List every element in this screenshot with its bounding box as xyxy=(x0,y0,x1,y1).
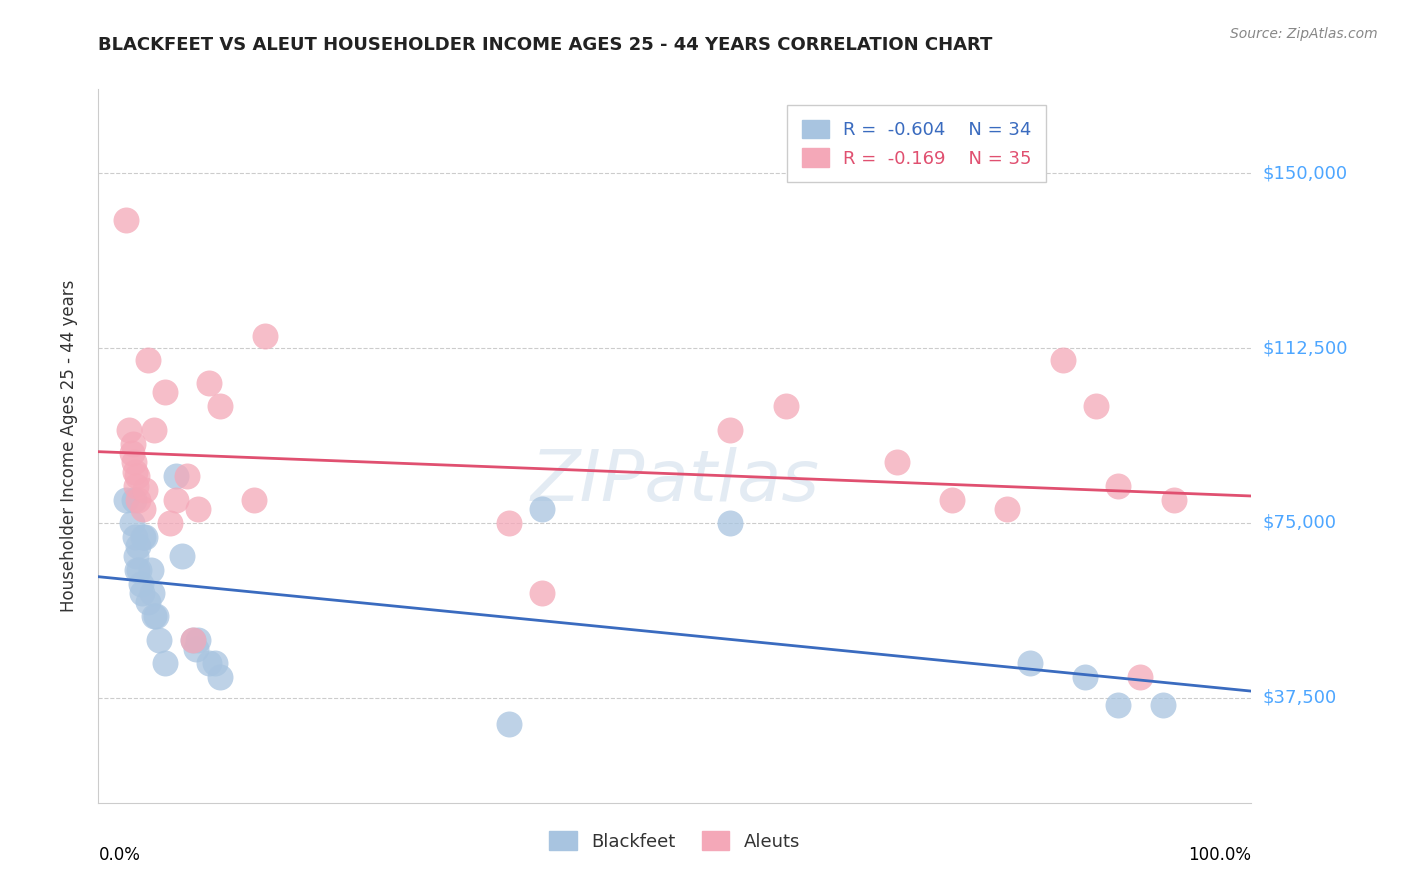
Point xyxy=(121,446,143,460)
Text: Source: ZipAtlas.com: Source: ZipAtlas.com xyxy=(1230,27,1378,41)
Point xyxy=(530,586,553,600)
Point xyxy=(121,516,143,530)
Point xyxy=(198,656,221,670)
Point xyxy=(775,400,797,414)
Point xyxy=(1163,492,1185,507)
Point xyxy=(132,502,155,516)
Point xyxy=(153,656,176,670)
Point xyxy=(718,516,741,530)
Point xyxy=(118,423,141,437)
Point xyxy=(127,563,149,577)
Point xyxy=(176,469,198,483)
Point xyxy=(134,483,156,498)
Point xyxy=(125,549,148,563)
Point xyxy=(198,376,221,390)
Point xyxy=(124,465,146,479)
Point xyxy=(187,632,209,647)
Point xyxy=(115,492,138,507)
Point xyxy=(159,516,181,530)
Point xyxy=(125,478,148,492)
Point xyxy=(142,423,165,437)
Text: ZIPatlas: ZIPatlas xyxy=(530,447,820,516)
Point xyxy=(1107,478,1129,492)
Point xyxy=(1052,352,1074,367)
Point xyxy=(136,352,159,367)
Point xyxy=(209,670,232,684)
Point xyxy=(1074,670,1097,684)
Point xyxy=(122,492,145,507)
Point xyxy=(127,539,149,553)
Text: 0.0%: 0.0% xyxy=(98,846,141,863)
Point xyxy=(204,656,226,670)
Text: $75,000: $75,000 xyxy=(1263,514,1337,532)
Point xyxy=(181,632,204,647)
Point xyxy=(184,641,207,656)
Point xyxy=(131,586,153,600)
Point xyxy=(530,502,553,516)
Point xyxy=(129,576,152,591)
Point xyxy=(1129,670,1152,684)
Point xyxy=(1152,698,1174,712)
Point xyxy=(1018,656,1040,670)
Point xyxy=(1085,400,1108,414)
Point xyxy=(170,549,193,563)
Point xyxy=(128,563,150,577)
Y-axis label: Householder Income Ages 25 - 44 years: Householder Income Ages 25 - 44 years xyxy=(59,280,77,612)
Point xyxy=(187,502,209,516)
Legend: Blackfeet, Aleuts: Blackfeet, Aleuts xyxy=(536,817,814,865)
Text: $37,500: $37,500 xyxy=(1263,689,1337,706)
Point xyxy=(1107,698,1129,712)
Point xyxy=(121,436,143,450)
Point xyxy=(498,516,520,530)
Point xyxy=(139,563,162,577)
Point xyxy=(253,329,276,343)
Point xyxy=(153,385,176,400)
Text: BLACKFEET VS ALEUT HOUSEHOLDER INCOME AGES 25 - 44 YEARS CORRELATION CHART: BLACKFEET VS ALEUT HOUSEHOLDER INCOME AG… xyxy=(98,36,993,54)
Text: $150,000: $150,000 xyxy=(1263,164,1347,182)
Point xyxy=(498,716,520,731)
Point xyxy=(209,400,232,414)
Text: 100.0%: 100.0% xyxy=(1188,846,1251,863)
Point xyxy=(941,492,963,507)
Point xyxy=(718,423,741,437)
Text: $112,500: $112,500 xyxy=(1263,339,1348,357)
Point xyxy=(997,502,1019,516)
Point xyxy=(145,609,167,624)
Point xyxy=(165,492,187,507)
Point xyxy=(124,530,146,544)
Point xyxy=(148,632,170,647)
Point xyxy=(132,530,155,544)
Point xyxy=(886,455,908,469)
Point xyxy=(165,469,187,483)
Point xyxy=(134,530,156,544)
Point xyxy=(122,455,145,469)
Point xyxy=(181,632,204,647)
Point xyxy=(141,586,163,600)
Point xyxy=(127,469,149,483)
Point xyxy=(136,595,159,609)
Point xyxy=(242,492,264,507)
Point xyxy=(127,492,149,507)
Point xyxy=(115,212,138,227)
Point xyxy=(142,609,165,624)
